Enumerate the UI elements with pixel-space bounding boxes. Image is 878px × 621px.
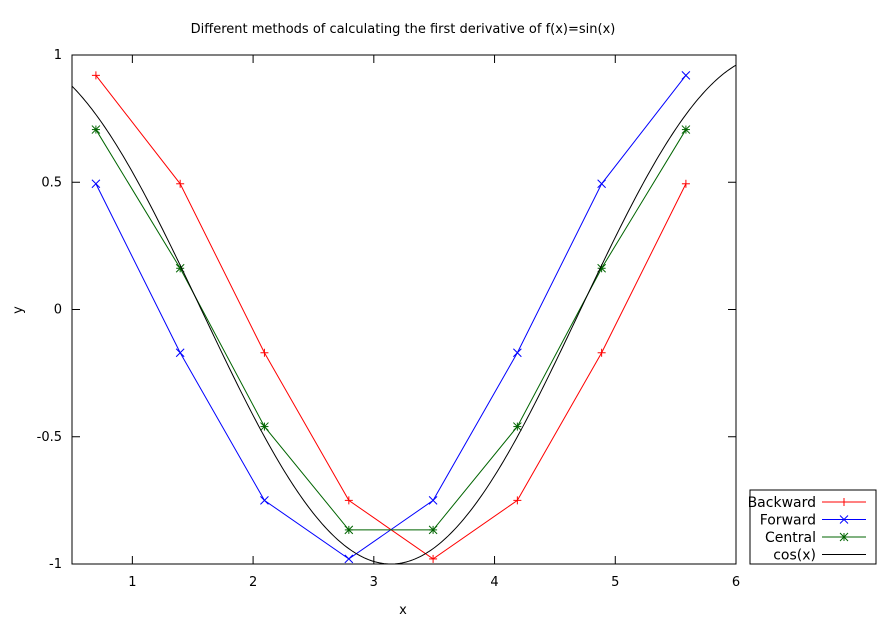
data-point-forward: [681, 71, 691, 80]
data-point-forward: [91, 179, 101, 189]
legend-marker-central: [839, 532, 849, 542]
data-point-backward: [513, 496, 522, 505]
data-point-forward: [175, 348, 185, 358]
data-point-backward: [91, 71, 100, 80]
data-point-central: [91, 125, 101, 134]
data-point-central: [260, 422, 269, 431]
data-point-backward: [681, 179, 690, 188]
data-point-central: [513, 422, 522, 431]
data-point-backward: [344, 496, 353, 505]
data-point-central: [344, 525, 354, 535]
legend-label-central: Central: [765, 530, 816, 546]
data-point-backward: [429, 554, 438, 563]
data-point-forward: [344, 554, 354, 564]
data-point-central: [681, 125, 691, 134]
series-line-forward: [95, 75, 687, 560]
series-layer: [72, 64, 736, 564]
legend-label-cos-x: cos(x): [773, 548, 816, 564]
x-tick-label: 3: [370, 575, 378, 590]
x-axis-ticks: 1 2 3 4 5 6: [128, 55, 740, 590]
y-tick-label: -0.5: [37, 430, 62, 445]
data-point-forward: [597, 179, 606, 189]
data-point-backward: [260, 348, 269, 357]
data-point-backward: [176, 179, 185, 188]
x-tick-label: 2: [249, 575, 257, 590]
x-tick-label: 6: [732, 575, 740, 590]
x-tick-label: 1: [128, 575, 136, 590]
legend-label-forward: Forward: [760, 513, 816, 529]
series-cos-x: [72, 64, 736, 564]
series-line-cos-x: [72, 64, 736, 564]
x-tick-label: 5: [611, 575, 619, 590]
y-tick-label: 0.5: [41, 175, 62, 190]
x-tick-label: 4: [490, 575, 498, 590]
series-line-central: [95, 129, 687, 531]
legend-marker-forward: [839, 515, 849, 524]
data-point-forward: [260, 496, 269, 505]
data-point-forward: [513, 348, 522, 358]
data-point-forward: [428, 496, 438, 505]
data-point-backward: [597, 348, 606, 357]
y-tick-label: 0: [54, 303, 62, 318]
plot-frame: [71, 54, 737, 565]
series-line-backward: [95, 75, 687, 560]
series-forward: [91, 71, 691, 564]
y-tick-label: -1: [49, 557, 62, 572]
data-point-central: [428, 525, 438, 535]
y-tick-label: 1: [54, 48, 62, 63]
legend-label-backward: Backward: [748, 495, 816, 511]
y-axis-label: y: [11, 306, 26, 314]
chart-title: Different methods of calculating the fir…: [191, 22, 616, 37]
x-axis-label: x: [399, 603, 407, 618]
series-backward: [91, 71, 690, 563]
legend-marker-backward: [840, 498, 848, 506]
y-axis-ticks: -1 -0.5 0 0.5 1: [37, 48, 736, 572]
